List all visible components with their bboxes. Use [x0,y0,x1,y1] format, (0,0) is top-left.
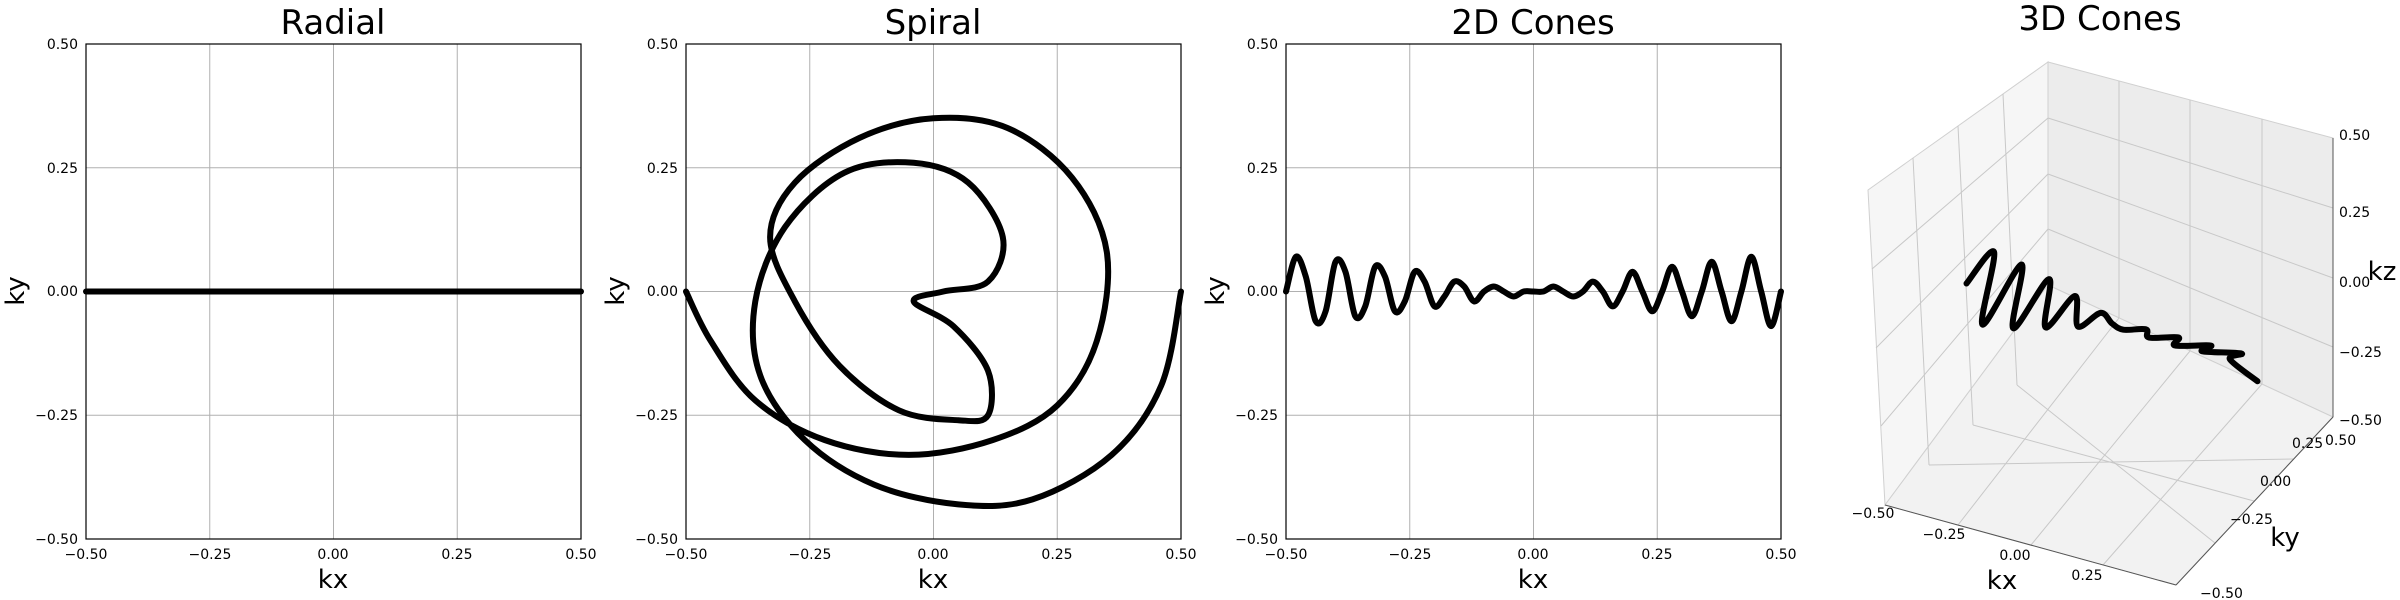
cones2d-ytick-2: −0.25 [1235,408,1278,424]
spiral-ytick-1: −0.50 [635,532,678,548]
cones3d-ytick-4: 0.25 [2292,436,2323,452]
spiral-xtick-5: 0.50 [1165,547,1196,563]
cones3d-ztick-4: 0.25 [2339,205,2370,221]
cones3d-y-label: ky [2270,523,2300,553]
radial-ytick-2: −0.25 [35,408,78,424]
cones3d-x-axis-line [1884,504,2177,586]
spiral-y-label: ky [601,276,631,306]
radial-xtick-3: 0.00 [317,547,348,563]
radial-panel: Radial kx ky −0.50 −0.25 0.00 0.25 0.50 … [1,3,597,595]
cones3d-pane-gridlines [1871,81,2334,566]
cones3d-z-label: kz [2368,257,2397,287]
spiral-ytick-2: −0.25 [635,408,678,424]
cones2d-title: 2D Cones [1451,3,1614,43]
radial-xtick-1: −0.50 [65,547,108,563]
spiral-title: Spiral [885,3,982,43]
cones3d-ytick-2: −0.25 [2230,512,2273,528]
cones3d-ztick-2: −0.25 [2339,345,2382,361]
cones2d-xtick-3: 0.00 [1517,547,1548,563]
cones3d-ytick-1: −0.50 [2200,586,2243,600]
radial-title: Radial [280,3,385,43]
radial-ytick-1: −0.50 [35,532,78,548]
cones2d-y-label: ky [1201,276,1231,306]
cones2d-xtick-1: −0.50 [1265,547,1308,563]
spiral-ytick-4: 0.25 [647,161,678,177]
radial-x-label: kx [318,565,348,595]
spiral-ytick-3: 0.00 [647,284,678,300]
cones2d-ytick-5: 0.50 [1247,37,1278,53]
cones2d-ytick-4: 0.25 [1247,161,1278,177]
cones2d-xtick-2: −0.25 [1389,547,1432,563]
cones3d-y-axis-line [2175,416,2334,586]
cones3d-title: 3D Cones [2018,0,2181,39]
cones2d-ytick-3: 0.00 [1247,284,1278,300]
radial-ytick-5: 0.50 [47,37,78,53]
spiral-trajectory-line [683,114,1184,510]
spiral-xtick-1: −0.50 [665,547,708,563]
spiral-x-label: kx [918,565,948,595]
cones3d-ztick-5: 0.50 [2339,128,2370,144]
cones3d-x-label: kx [1987,566,2017,596]
cones3d-ytick-5: 0.50 [2325,433,2356,449]
cones2d-xtick-4: 0.25 [1641,547,1672,563]
cones3d-ytick-3: 0.00 [2260,474,2291,490]
spiral-xtick-4: 0.25 [1041,547,1072,563]
cones2d-xtick-5: 0.50 [1765,547,1796,563]
spiral-xtick-2: −0.25 [789,547,832,563]
spiral-xtick-3: 0.00 [917,547,948,563]
cones3d-trajectory-line [1963,248,2261,385]
cones3d-ztick-1: −0.50 [2339,413,2382,429]
radial-xtick-2: −0.25 [189,547,232,563]
cones3d-panel: 3D Cones kx ky kz −0.50 −0.25 0.00 0.25 … [1852,0,2397,600]
radial-ytick-3: 0.00 [47,284,78,300]
cones2d-trajectory-line [1283,253,1784,330]
spiral-ytick-5: 0.50 [647,37,678,53]
cones2d-panel: 2D Cones kx ky −0.50 −0.25 0.00 0.25 0.5… [1201,3,1797,595]
cones3d-ztick-3: 0.00 [2339,275,2370,291]
cones2d-ytick-1: −0.50 [1235,532,1278,548]
cones3d-xtick-1: −0.50 [1852,506,1895,522]
radial-ytick-4: 0.25 [47,161,78,177]
cones3d-xtick-4: 0.25 [2071,568,2102,584]
radial-y-label: ky [1,276,31,306]
cones2d-x-label: kx [1518,565,1548,595]
spiral-panel: Spiral kx ky −0.50 −0.25 0.00 0.25 0.50 … [601,3,1197,595]
cones3d-xtick-3: 0.00 [1999,548,2030,564]
cones3d-xtick-2: −0.25 [1923,527,1966,543]
radial-xtick-4: 0.25 [441,547,472,563]
radial-xtick-5: 0.50 [565,547,596,563]
